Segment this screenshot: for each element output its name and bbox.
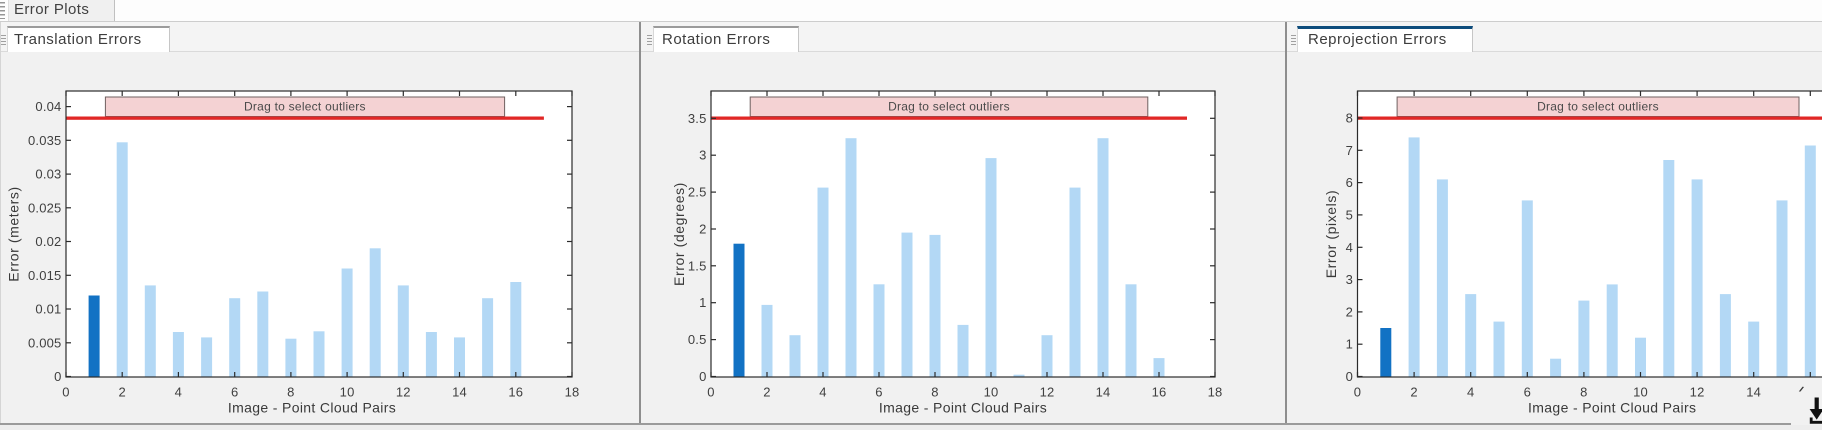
- svg-text:2: 2: [1346, 304, 1353, 319]
- svg-text:4: 4: [175, 385, 182, 400]
- svg-text:0: 0: [54, 369, 61, 384]
- svg-text:16: 16: [1152, 385, 1167, 400]
- svg-text:6: 6: [1524, 385, 1531, 400]
- svg-text:14: 14: [452, 385, 467, 400]
- svg-text:10: 10: [1633, 385, 1648, 400]
- svg-text:8: 8: [1346, 111, 1353, 126]
- svg-text:3: 3: [699, 148, 706, 163]
- svg-text:Error (degrees): Error (degrees): [671, 182, 687, 286]
- svg-text:Drag to select outliers: Drag to select outliers: [244, 99, 366, 113]
- svg-text:1: 1: [699, 295, 706, 310]
- svg-text:Drag to select outliers: Drag to select outliers: [1537, 99, 1659, 113]
- svg-text:0.03: 0.03: [35, 167, 61, 182]
- svg-text:0: 0: [699, 369, 706, 384]
- svg-text:6: 6: [231, 385, 238, 400]
- svg-text:1.5: 1.5: [688, 258, 707, 273]
- svg-text:12: 12: [396, 385, 411, 400]
- svg-text:0.02: 0.02: [35, 234, 61, 249]
- svg-text:18: 18: [1208, 385, 1223, 400]
- svg-text:6: 6: [1346, 175, 1353, 190]
- svg-text:0.01: 0.01: [35, 302, 61, 317]
- svg-text:8: 8: [931, 385, 938, 400]
- svg-text:4: 4: [819, 385, 826, 400]
- svg-text:10: 10: [984, 385, 999, 400]
- svg-text:0: 0: [1346, 369, 1353, 384]
- svg-text:0.035: 0.035: [28, 133, 62, 148]
- svg-text:16: 16: [508, 385, 523, 400]
- svg-text:8: 8: [1580, 385, 1587, 400]
- svg-text:Image - Point Cloud Pairs: Image - Point Cloud Pairs: [879, 400, 1047, 416]
- svg-text:Drag to select outliers: Drag to select outliers: [888, 99, 1010, 113]
- svg-text:2: 2: [763, 385, 770, 400]
- svg-text:0: 0: [707, 385, 714, 400]
- svg-text:2: 2: [118, 385, 125, 400]
- svg-text:4: 4: [1346, 240, 1353, 255]
- svg-text:Image - Point Cloud Pairs: Image - Point Cloud Pairs: [1528, 400, 1696, 416]
- svg-text:3: 3: [1346, 272, 1353, 287]
- svg-text:2.5: 2.5: [688, 185, 707, 200]
- svg-text:Image - Point Cloud Pairs: Image - Point Cloud Pairs: [228, 400, 396, 416]
- svg-text:14: 14: [1096, 385, 1111, 400]
- svg-text:0.015: 0.015: [28, 268, 62, 283]
- svg-text:12: 12: [1690, 385, 1705, 400]
- svg-text:3.5: 3.5: [688, 111, 707, 126]
- svg-text:5: 5: [1346, 207, 1353, 222]
- svg-text:2: 2: [1410, 385, 1417, 400]
- svg-text:0: 0: [62, 385, 69, 400]
- svg-text:14: 14: [1746, 385, 1761, 400]
- svg-text:4: 4: [1467, 385, 1474, 400]
- svg-text:Error (pixels): Error (pixels): [1323, 190, 1339, 279]
- svg-text:0.005: 0.005: [28, 335, 62, 350]
- svg-text:1: 1: [1346, 337, 1353, 352]
- svg-text:Error (meters): Error (meters): [6, 186, 22, 282]
- svg-text:0.5: 0.5: [688, 332, 707, 347]
- svg-text:10: 10: [340, 385, 355, 400]
- svg-text:6: 6: [875, 385, 882, 400]
- svg-text:12: 12: [1040, 385, 1055, 400]
- svg-text:0.025: 0.025: [28, 200, 62, 215]
- svg-text:0: 0: [1354, 385, 1361, 400]
- svg-text:0.04: 0.04: [35, 99, 61, 114]
- svg-text:18: 18: [565, 385, 580, 400]
- svg-text:2: 2: [699, 222, 706, 237]
- svg-text:8: 8: [287, 385, 294, 400]
- svg-text:7: 7: [1346, 143, 1353, 158]
